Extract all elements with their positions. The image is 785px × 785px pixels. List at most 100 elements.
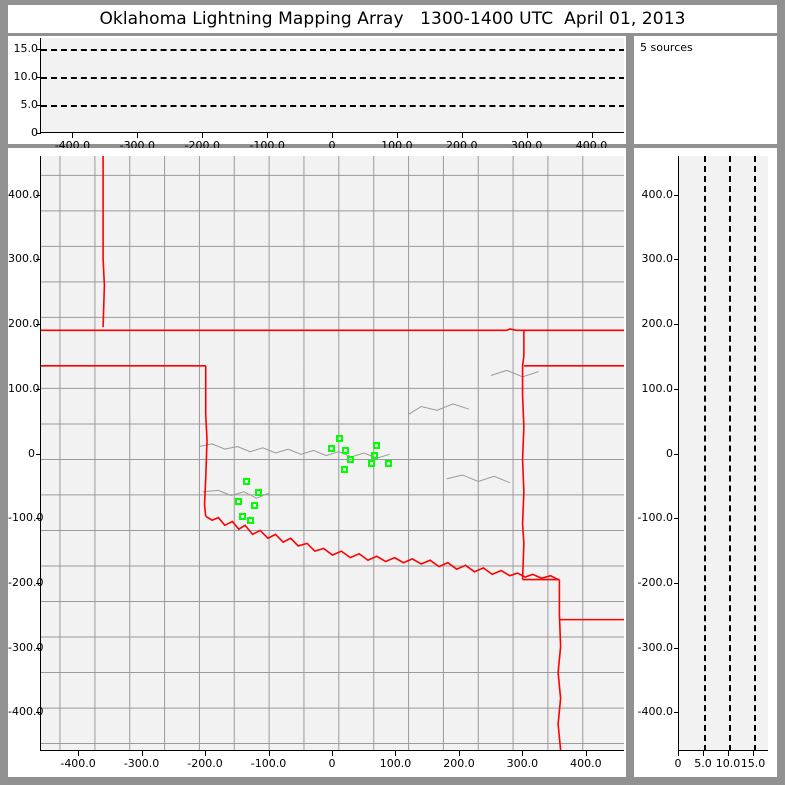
y-tick-label: -100.0 [637,511,673,525]
lightning-source-marker [254,488,262,496]
y-tick-mark [36,582,41,584]
x-tick-mark [753,751,754,756]
title-bar: Oklahoma Lightning Mapping Array 1300-14… [8,5,777,33]
x-tick-label: 400.0 [570,757,602,770]
x-tick-label: 100.0 [379,757,412,770]
lightning-source-marker [250,501,258,509]
lightning-source-marker [238,513,246,521]
x-tick-mark [141,751,143,756]
state-border-red-river [205,515,559,581]
time-height-plot-area[interactable] [40,38,624,133]
x-tick-label: 0 [674,757,682,770]
x-tick-label: 5.0 [694,757,712,770]
x-tick-mark [522,751,524,756]
x-tick-mark [137,133,139,138]
y-tick-mark [36,133,41,134]
state-border-colorado-kansas [102,156,106,328]
county-line-irregular [490,369,539,378]
x-tick-label: 15.0 [740,757,766,770]
county-state-map [41,156,624,750]
x-tick-mark [728,751,729,756]
y-tick-label: -300.0 [8,640,44,654]
lightning-source-marker [341,446,349,454]
time-height-canvas [41,38,624,132]
height-profile-panel[interactable]: -400.0 -300.0 -200.0 -100.0 0 100.0 200.0 300.0… [634,148,777,777]
source-count-label: 5 sources [640,41,693,54]
lightning-source-marker [368,459,376,467]
county-line-irregular [202,489,270,499]
gridline-vertical [704,156,706,750]
gridline-vertical [729,156,731,750]
lightning-source-marker [370,451,378,459]
state-border-kansas-oklahoma [41,328,624,332]
y-tick-label: 0 [31,126,38,139]
x-tick-label: -400.0 [60,757,96,770]
lightning-source-marker [335,435,343,443]
lightning-source-marker [327,444,335,452]
height-profile-plot-area[interactable] [678,156,768,751]
y-tick-label: 100.0 [8,381,40,395]
lightning-source-marker [384,459,392,467]
y-tick-mark [674,518,679,520]
y-tick-label: -300.0 [637,640,673,654]
y-tick-mark [36,712,41,714]
page-title: Oklahoma Lightning Mapping Array 1300-14… [99,9,686,29]
y-tick-mark [674,647,679,649]
x-tick-mark [72,133,74,138]
x-tick-label: -200.0 [187,757,223,770]
time-height-panel[interactable]: 0 5.0 10.0 15.0 -400.0 -300.0 -200.0 -100.0 0 100… [8,36,626,152]
lightning-source-marker [347,455,355,463]
sources-panel: 5 sources [634,36,777,144]
x-tick-mark [205,751,207,756]
plan-view-map-plot-area[interactable] [40,156,624,751]
y-tick-label: 0 [28,446,35,460]
x-tick-mark [395,751,397,756]
gridline-vertical [754,156,756,750]
y-tick-mark [36,453,41,455]
y-tick-mark [36,77,41,79]
state-border-oklahoma-east [521,330,525,580]
y-tick-mark [36,324,41,326]
y-tick-label: 300.0 [641,252,674,266]
x-tick-mark [458,751,460,756]
county-line-irregular [408,403,469,415]
y-tick-label: -200.0 [637,575,673,589]
x-tick-mark [268,751,270,756]
x-tick-label: 300.0 [506,757,539,770]
x-tick-mark [703,751,704,756]
y-tick-label: -400.0 [637,705,673,719]
lightning-source-markers [41,156,624,750]
lightning-source-marker [340,466,348,474]
y-tick-mark [36,194,41,196]
y-tick-label: 300.0 [8,252,40,266]
y-tick-mark [674,324,679,326]
lightning-source-marker [243,478,251,486]
state-border-oklahoma-arkansas-south [557,579,562,750]
y-tick-label: -200.0 [8,575,44,589]
y-tick-label: 0 [666,446,673,460]
y-tick-label: 5.0 [20,98,39,112]
y-tick-mark [674,259,679,261]
lightning-source-marker [246,517,254,525]
y-tick-mark [36,518,41,520]
y-tick-label: 100.0 [641,381,674,395]
x-tick-mark [526,133,528,138]
y-tick-label: 10.0 [13,70,39,84]
x-tick-label: 200.0 [443,757,475,770]
y-tick-mark [674,453,679,455]
x-tick-mark [78,751,80,756]
x-tick-mark [585,751,587,756]
plan-view-map-panel[interactable]: -400.0 -300.0 -200.0 -100.0 0 100.0 200.0 300.0… [8,148,626,777]
y-tick-mark [674,582,679,584]
y-tick-label: 200.0 [8,317,40,331]
y-tick-mark [36,388,41,390]
x-tick-mark [202,133,204,138]
gridline-horizontal [41,49,624,52]
county-line-irregular [199,443,390,459]
y-tick-label: 15.0 [13,42,39,56]
y-tick-mark [36,49,41,51]
y-tick-label: -400.0 [8,705,44,719]
x-tick-label: 0 [328,757,336,770]
x-tick-label: -100.0 [250,757,287,770]
